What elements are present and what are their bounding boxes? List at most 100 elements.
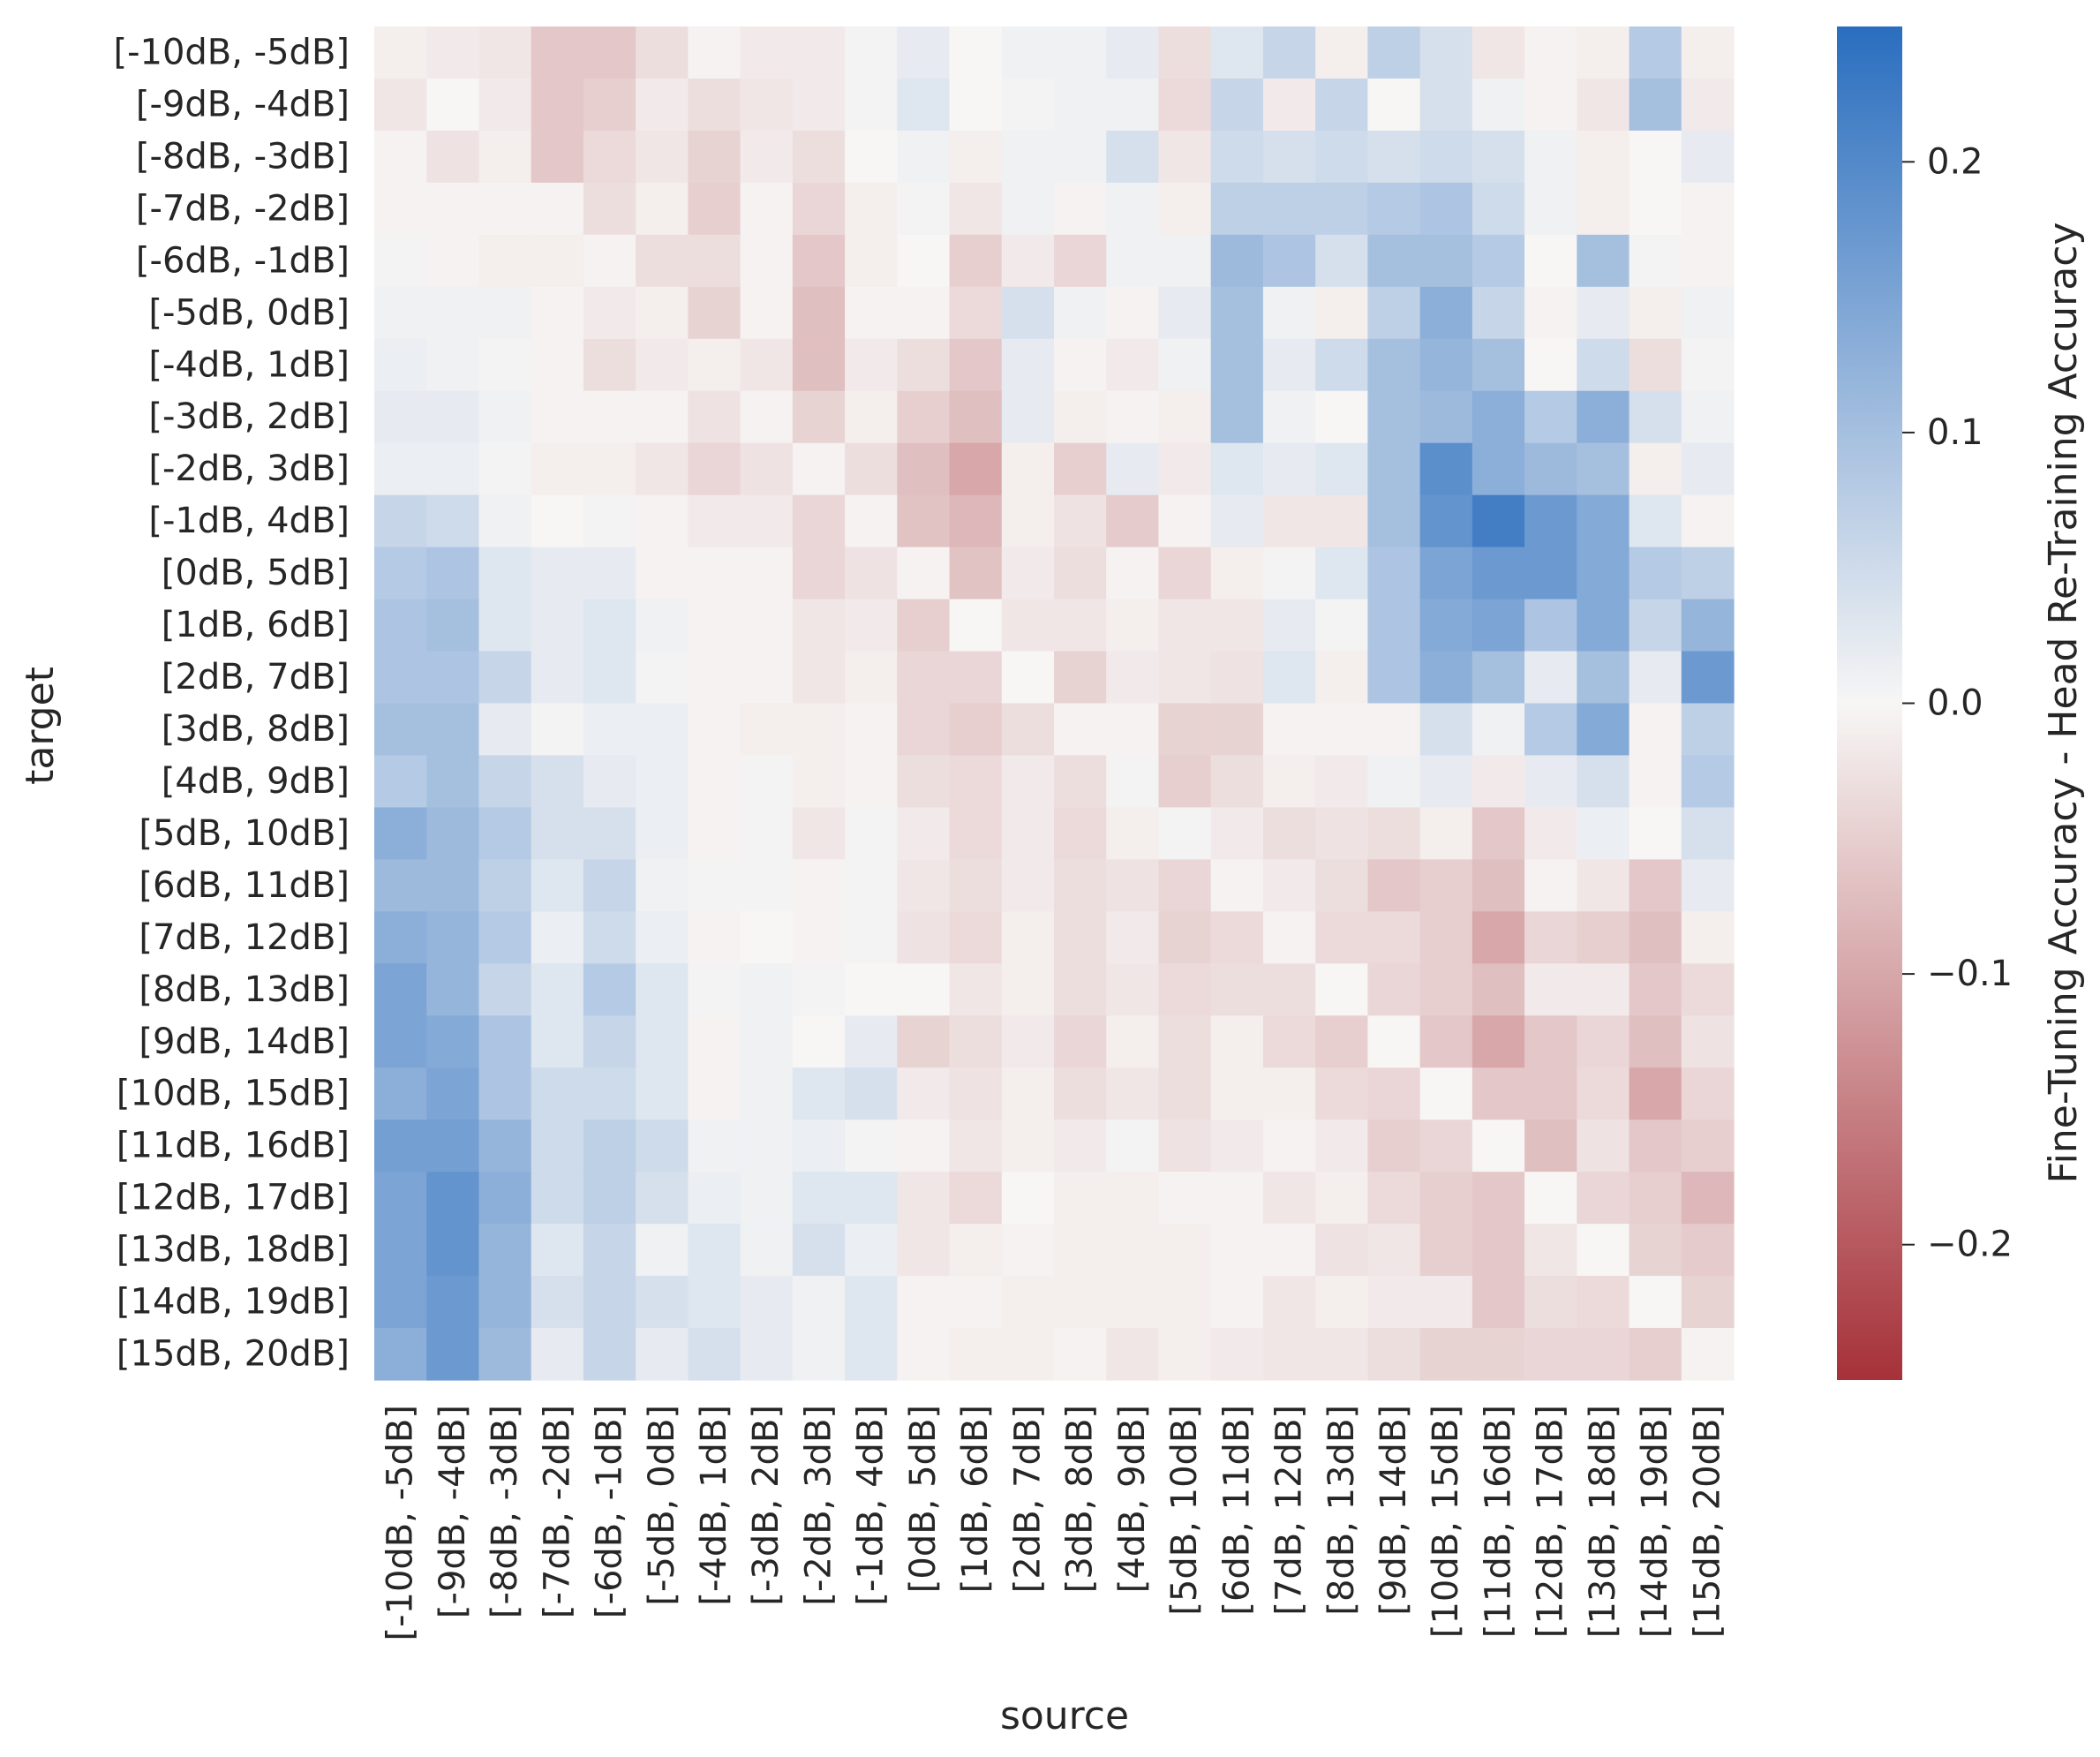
heatmap-cell <box>426 755 480 809</box>
heatmap-cell <box>1681 1172 1735 1225</box>
heatmap-cell <box>1001 1224 1055 1277</box>
heatmap-cell <box>478 651 532 705</box>
heatmap-cell <box>1472 494 1525 548</box>
heatmap-cell <box>531 494 584 548</box>
heatmap-cell <box>1367 494 1421 548</box>
heatmap-cell <box>478 26 532 79</box>
heatmap-cell <box>1629 1172 1682 1225</box>
heatmap-cell <box>1106 130 1160 184</box>
heatmap-cell <box>1315 1172 1368 1225</box>
heatmap-cell <box>636 963 689 1016</box>
heatmap-cell <box>1106 26 1160 79</box>
heatmap-cell <box>845 286 898 340</box>
heatmap-cell <box>1106 234 1160 288</box>
heatmap-cell <box>1629 911 1682 964</box>
heatmap-cell <box>1419 859 1473 912</box>
heatmap-cell <box>1629 286 1682 340</box>
heatmap-cell <box>688 390 741 444</box>
heatmap-cell <box>1629 130 1682 184</box>
heatmap-cell <box>1262 1328 1316 1381</box>
heatmap-cell <box>1054 338 1107 392</box>
heatmap-cell <box>845 703 898 757</box>
heatmap-cell <box>636 807 689 860</box>
heatmap-cell <box>792 1067 846 1120</box>
heatmap-cell <box>374 547 427 600</box>
y-tick-label: [-10dB, -5dB] <box>113 32 350 72</box>
heatmap-cell <box>688 599 741 652</box>
heatmap-cell <box>740 859 794 912</box>
heatmap-cell <box>1367 1276 1421 1329</box>
heatmap-cell <box>1524 911 1577 964</box>
x-axis-label: source <box>1000 1693 1129 1738</box>
x-tick-labels: [-10dB, -5dB] [-9dB, -4dB] [-8dB, -3dB] [-7… <box>380 1405 1728 1641</box>
heatmap-cell <box>1524 1224 1577 1277</box>
heatmap-cell <box>1262 1172 1316 1225</box>
heatmap-cell <box>1629 703 1682 757</box>
heatmap-cell <box>1629 1276 1682 1329</box>
heatmap-cell <box>426 26 480 79</box>
heatmap-cell <box>636 234 689 288</box>
heatmap-cell <box>740 1015 794 1068</box>
heatmap-cell <box>688 1067 741 1120</box>
heatmap-cell <box>1054 703 1107 757</box>
x-tick-label: [3dB, 8dB] <box>1060 1405 1101 1593</box>
heatmap-cell <box>636 494 689 548</box>
heatmap-cell <box>531 1276 584 1329</box>
heatmap-cell <box>1054 442 1107 496</box>
y-tick-label: [11dB, 16dB] <box>117 1126 350 1166</box>
heatmap-cell <box>897 963 951 1016</box>
heatmap-cell <box>1577 130 1630 184</box>
heatmap-cell <box>740 963 794 1016</box>
heatmap-cell <box>1158 1120 1212 1173</box>
heatmap-cell <box>1210 26 1264 79</box>
heatmap-cell <box>1472 1276 1525 1329</box>
heatmap-cell <box>583 1120 636 1173</box>
heatmap-cell <box>636 78 689 132</box>
heatmap-cell <box>478 1172 532 1225</box>
heatmap-cell <box>1001 1015 1055 1068</box>
heatmap-cell <box>478 1120 532 1173</box>
heatmap-cell <box>1315 286 1368 340</box>
heatmap-cell <box>1210 1015 1264 1068</box>
heatmap-cell <box>845 911 898 964</box>
heatmap-cell <box>1054 182 1107 236</box>
heatmap-cell <box>1629 1015 1682 1068</box>
heatmap-cell <box>1315 755 1368 809</box>
heatmap-cell <box>1210 494 1264 548</box>
heatmap-cell <box>845 599 898 652</box>
heatmap-cell <box>1210 234 1264 288</box>
heatmap-cell <box>636 182 689 236</box>
heatmap-cell <box>740 390 794 444</box>
x-tick-label: [6dB, 11dB] <box>1216 1405 1257 1616</box>
heatmap-cell <box>478 755 532 809</box>
y-tick-label: [10dB, 15dB] <box>117 1074 350 1114</box>
heatmap-cell <box>531 78 584 132</box>
heatmap-cell <box>1681 755 1735 809</box>
heatmap-cell <box>1629 390 1682 444</box>
heatmap-cell <box>688 338 741 392</box>
heatmap-cell <box>426 338 480 392</box>
heatmap-cell <box>1472 963 1525 1016</box>
heatmap-cell <box>688 1120 741 1173</box>
heatmap-cell <box>1681 234 1735 288</box>
heatmap-cell <box>531 338 584 392</box>
heatmap-cell <box>792 182 846 236</box>
heatmap-cell <box>1158 807 1212 860</box>
heatmap-cell <box>1315 234 1368 288</box>
heatmap-cell <box>1158 130 1212 184</box>
heatmap-cell <box>740 755 794 809</box>
heatmap-cell <box>688 286 741 340</box>
heatmap-cell <box>1577 859 1630 912</box>
heatmap-cell <box>1158 1015 1212 1068</box>
x-tick-label: [9dB, 14dB] <box>1374 1405 1414 1616</box>
heatmap-cell <box>949 182 1003 236</box>
heatmap-cell <box>583 130 636 184</box>
heatmap-cell <box>1419 651 1473 705</box>
heatmap-cell <box>949 807 1003 860</box>
heatmap-cell <box>374 1067 427 1120</box>
heatmap-cell <box>1158 338 1212 392</box>
heatmap-cell <box>1001 807 1055 860</box>
heatmap-cell <box>478 547 532 600</box>
heatmap-cell <box>1001 26 1055 79</box>
heatmap-cell <box>426 494 480 548</box>
